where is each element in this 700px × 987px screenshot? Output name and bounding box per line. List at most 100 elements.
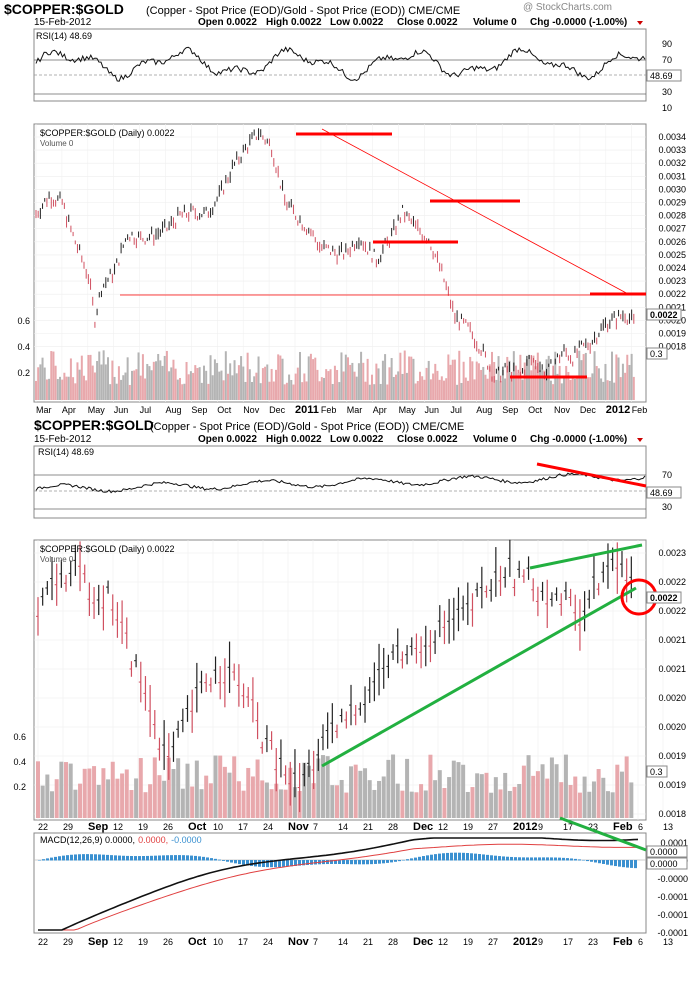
bottom-volume-tick: 0.4 (13, 757, 26, 767)
top-close: Close 0.0022 (397, 17, 458, 28)
top-volume-bar (50, 351, 53, 400)
top-volume-bar (83, 375, 85, 400)
top-high: High 0.0022 (266, 17, 322, 28)
macd-histogram-bar (374, 860, 377, 864)
macd-histogram-bar (170, 855, 173, 861)
top-volume-bar (410, 356, 413, 400)
top-price-tick: 0.0026 (658, 237, 686, 247)
macd-histogram-bar (234, 860, 237, 864)
macd-histogram (38, 852, 637, 869)
top-volume-bar (207, 383, 210, 400)
top-volume-bar (342, 371, 345, 400)
top-volume-bar (224, 351, 227, 400)
bottom-x-label: 19 (138, 822, 148, 832)
macd-x-label: 17 (238, 937, 248, 947)
top-volume-bar (626, 354, 629, 400)
bottom-volume-bar (442, 788, 447, 818)
top-volume-bar (401, 373, 404, 400)
bottom-volume-bar (615, 764, 620, 818)
top-volume-bar (395, 374, 397, 400)
top-volume-bar (320, 377, 323, 400)
top-x-label: Mar (36, 405, 52, 415)
macd-histogram-bar (442, 853, 445, 861)
macd-lines (38, 837, 639, 931)
bottom-x-label: 17 (238, 822, 248, 832)
top-volume-bar (96, 360, 99, 400)
macd-histogram-bar (262, 860, 265, 867)
macd-x-label: 13 (663, 937, 673, 947)
macd-x-label: 19 (138, 937, 148, 947)
macd-histogram-bar (482, 854, 485, 861)
macd-histogram-bar (214, 858, 217, 861)
macd-histogram-bar (42, 859, 45, 861)
bottom-volume-bar (479, 774, 484, 818)
bottom-volume-bar (199, 789, 204, 818)
bottom-x-label: 2012 (513, 821, 537, 833)
bottom-volume-bar (218, 755, 223, 818)
top-volume-bar (131, 370, 133, 400)
bottom-volume-bar (335, 785, 339, 818)
top-volume-bar (209, 355, 212, 400)
macd-histogram-bar (186, 855, 189, 861)
top-volume-bar (371, 374, 373, 400)
top-volume-bar (501, 369, 504, 400)
bottom-volume-bar (517, 783, 522, 818)
macd-histogram-bar (362, 860, 365, 865)
top-volume-bar (237, 365, 240, 400)
macd-histogram-bar (98, 854, 101, 861)
macd-divergence-annotation (559, 816, 647, 852)
macd-histogram-bar (326, 860, 329, 865)
top-volume-bar (176, 379, 179, 400)
top-volume-bar (244, 381, 247, 400)
top-volume-bar (602, 381, 605, 400)
top-volume-bar (329, 369, 332, 400)
top-volume-bar (563, 376, 565, 400)
top-volume-bar (233, 360, 236, 400)
top-volume-bar (168, 371, 171, 400)
top-volume-bar (436, 370, 439, 400)
macd-histogram-bar (118, 855, 121, 861)
macd-histogram-bar (166, 855, 169, 861)
top-volume-bar (560, 383, 563, 400)
bottom-volume-bar (489, 792, 494, 818)
top-volume-bar (429, 379, 432, 400)
macd-histogram-bar (162, 855, 165, 861)
macd-x-label: 26 (163, 937, 173, 947)
macd-histogram-bar (618, 860, 621, 867)
uptrend-resistance-line (529, 543, 643, 570)
top-volume-bar (104, 364, 107, 400)
bottom-date: 15-Feb-2012 (34, 434, 92, 445)
top-price-panel: $COPPER:$GOLD (Daily) 0.0022 Volume 0 0.… (17, 123, 686, 416)
top-volume-bar (246, 352, 249, 400)
macd-histogram-bar (222, 860, 225, 861)
macd-histogram-bar (414, 857, 417, 861)
macd-histogram-bar (558, 857, 561, 861)
top-volume-bar (80, 355, 83, 400)
top-volume-bar (107, 357, 109, 400)
top-volume-bar (362, 362, 365, 400)
macd-histogram-bar (182, 855, 185, 861)
bottom-volume-bar (157, 775, 162, 818)
top-volume-bar (150, 370, 153, 400)
top-volume-bar (266, 364, 269, 400)
macd-histogram-bar (518, 857, 521, 861)
bottom-volume-bar (512, 786, 517, 818)
top-volume-bar (525, 359, 528, 400)
top-volume-bar (290, 379, 293, 400)
macd-x-label: 19 (463, 937, 473, 947)
macd-tick: -0.0001 (657, 892, 688, 902)
top-volume-bar (251, 381, 253, 400)
top-rsi-tick: 90 (662, 39, 672, 49)
top-volume-bar (357, 363, 360, 400)
macd-histogram-bar (578, 859, 581, 861)
top-volume-bar (578, 350, 581, 400)
macd-histogram-bar (306, 860, 309, 866)
macd-histogram-bar (178, 855, 181, 861)
bottom-volume-bar (204, 775, 209, 818)
bottom-volume-bar (503, 772, 508, 818)
top-volume-bar (198, 367, 201, 400)
top-volume-bar (589, 377, 592, 400)
bottom-x-label: 6 (638, 822, 643, 832)
top-volume-bar (268, 381, 271, 400)
macd-histogram-bar (398, 860, 401, 862)
